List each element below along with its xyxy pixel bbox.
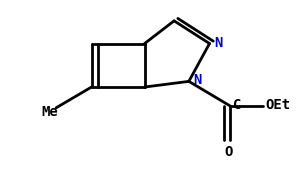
Text: C: C — [233, 98, 241, 112]
Text: O: O — [225, 145, 233, 159]
Text: N: N — [214, 36, 222, 50]
Text: Me: Me — [41, 105, 58, 119]
Text: N: N — [193, 73, 202, 87]
Text: OEt: OEt — [265, 98, 291, 112]
